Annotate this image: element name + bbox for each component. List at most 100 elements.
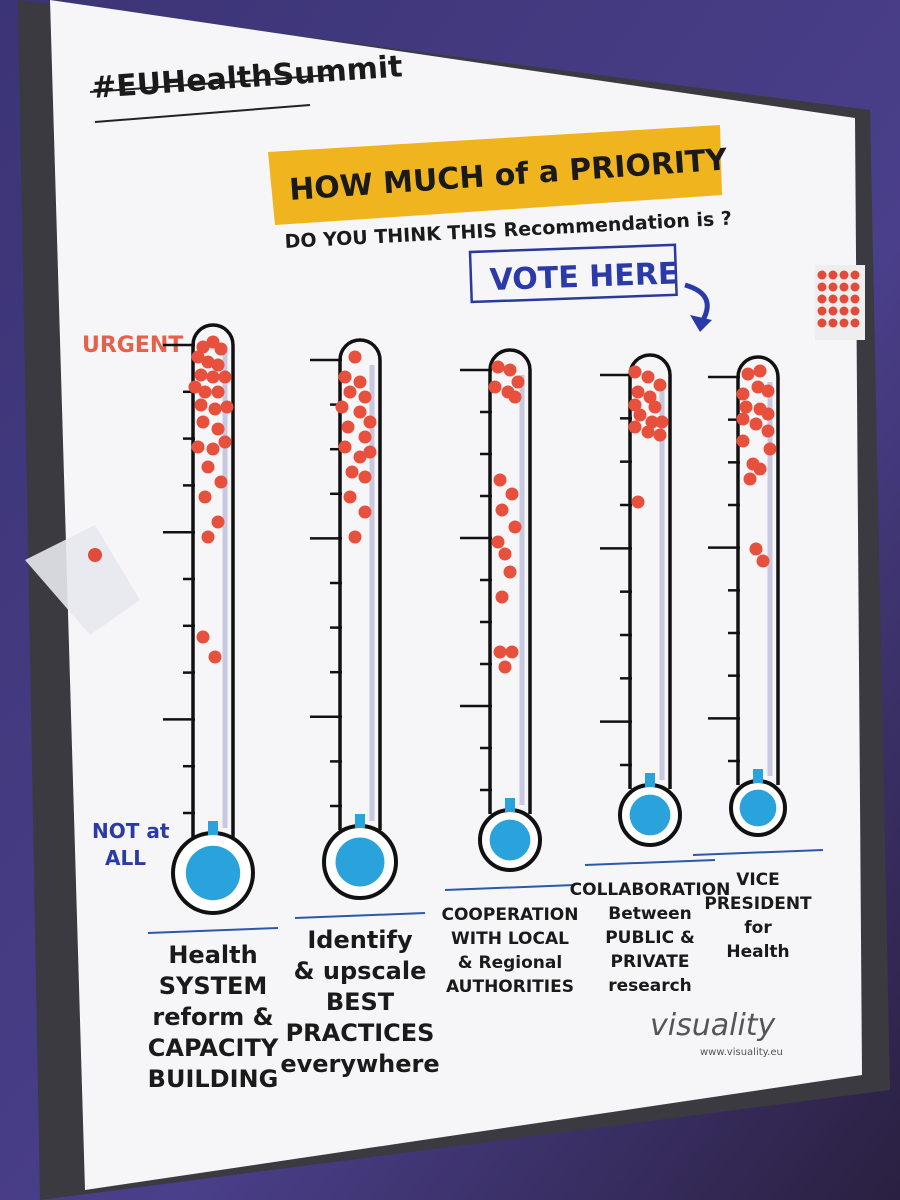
vote-dot — [491, 360, 505, 374]
vote-dot — [208, 650, 222, 664]
vote-dot — [493, 645, 507, 659]
vote-dot — [741, 367, 755, 381]
vote-dot — [211, 422, 225, 436]
thermometer-label: BUILDING — [148, 1065, 279, 1093]
label-rule — [692, 849, 824, 856]
bulb-liquid — [185, 845, 241, 901]
vote-dot — [214, 342, 228, 356]
thermometer-label: COLLABORATION — [570, 880, 731, 900]
sticker-note — [25, 525, 140, 635]
vote-dot — [503, 565, 517, 579]
vote-dot — [498, 547, 512, 561]
sticker-dot — [850, 282, 860, 292]
thermometer-label: VICE — [736, 870, 780, 890]
vote-dot — [655, 415, 669, 429]
underline — [94, 104, 311, 123]
thermometer-label: BEST — [326, 988, 395, 1016]
vote-dot — [206, 442, 220, 456]
scale-bottom: ALL — [105, 846, 146, 870]
vote-dot — [628, 365, 642, 379]
vote-dot — [191, 350, 205, 364]
stem-liquid — [753, 769, 763, 783]
vote-dot — [201, 355, 215, 369]
scale-bottom: NOT at — [92, 819, 170, 843]
vote-dot — [641, 425, 655, 439]
vote-dot — [201, 530, 215, 544]
thermometer-label: PUBLIC & — [605, 928, 695, 948]
stem-liquid — [505, 798, 515, 812]
thermometer-label: & upscale — [294, 957, 427, 985]
thermometer-label: CAPACITY — [148, 1034, 279, 1062]
vote-dot — [761, 407, 775, 421]
vote-dot — [653, 378, 667, 392]
sticker-dot — [817, 282, 827, 292]
bulb-liquid — [489, 819, 531, 861]
vote-dot — [335, 400, 349, 414]
vote-dot — [628, 420, 642, 434]
thermometer-label: & Regional — [458, 953, 562, 973]
sticker-dot — [850, 294, 860, 304]
vote-dot — [348, 350, 362, 364]
vote-dot — [353, 405, 367, 419]
vote-dot — [736, 387, 750, 401]
thermometer-tube — [338, 338, 382, 830]
label-rule — [147, 927, 279, 934]
sticker-dot — [828, 294, 838, 304]
thermometer-label: Health — [726, 942, 789, 962]
vote-dot — [736, 434, 750, 448]
vote-dot — [196, 340, 210, 354]
vote-dot — [211, 515, 225, 529]
thermometer-label: research — [608, 976, 692, 996]
vote-dot — [749, 542, 763, 556]
stem-liquid — [355, 814, 365, 828]
vote-dot — [749, 417, 763, 431]
vote-dot — [743, 472, 757, 486]
heading-banner — [268, 125, 722, 225]
underline — [89, 74, 331, 93]
flipchart-paper — [50, 0, 862, 1190]
sticker-dot — [839, 306, 849, 316]
thermometer-label: everywhere — [280, 1050, 439, 1078]
thermometer-label: Between — [608, 904, 691, 924]
bulb-liquid — [629, 794, 671, 836]
vote-dot — [495, 590, 509, 604]
thermometer-label: PRIVATE — [611, 952, 690, 972]
vote-dot — [761, 384, 775, 398]
vote-dot — [191, 440, 205, 454]
sticker-dot — [828, 306, 838, 316]
vote-dot — [206, 370, 220, 384]
vote-dot — [488, 380, 502, 394]
vote-dot — [211, 358, 225, 372]
label-rule — [294, 912, 426, 919]
arrow-head — [690, 315, 712, 332]
vote-dot — [348, 530, 362, 544]
vote-dot — [196, 630, 210, 644]
vote-dot — [196, 415, 210, 429]
thermometer-label: COOPERATION — [442, 905, 579, 925]
vote-dot — [505, 645, 519, 659]
vote-dot — [498, 660, 512, 674]
sticker-dot — [839, 270, 849, 280]
sticker-dot — [850, 306, 860, 316]
vote-dot — [214, 475, 228, 489]
stem-liquid — [645, 773, 655, 787]
thermometer-label: SYSTEM — [159, 972, 268, 1000]
sticker-dot — [828, 282, 838, 292]
vote-dot — [220, 400, 234, 414]
vote-dot — [736, 412, 750, 426]
vote-dot — [345, 465, 359, 479]
sticker-dot — [817, 318, 827, 328]
brand: visuality — [650, 1008, 777, 1043]
sticker-dot — [850, 270, 860, 280]
vote-dot — [208, 402, 222, 416]
sticker-dot — [850, 318, 860, 328]
vote-dot — [358, 430, 372, 444]
brand-url: www.visuality.eu — [700, 1047, 783, 1058]
vote-dot — [511, 375, 525, 389]
vote-dot — [756, 554, 770, 568]
vote-dot — [201, 460, 215, 474]
vote-dot — [508, 520, 522, 534]
vote-dot — [211, 385, 225, 399]
